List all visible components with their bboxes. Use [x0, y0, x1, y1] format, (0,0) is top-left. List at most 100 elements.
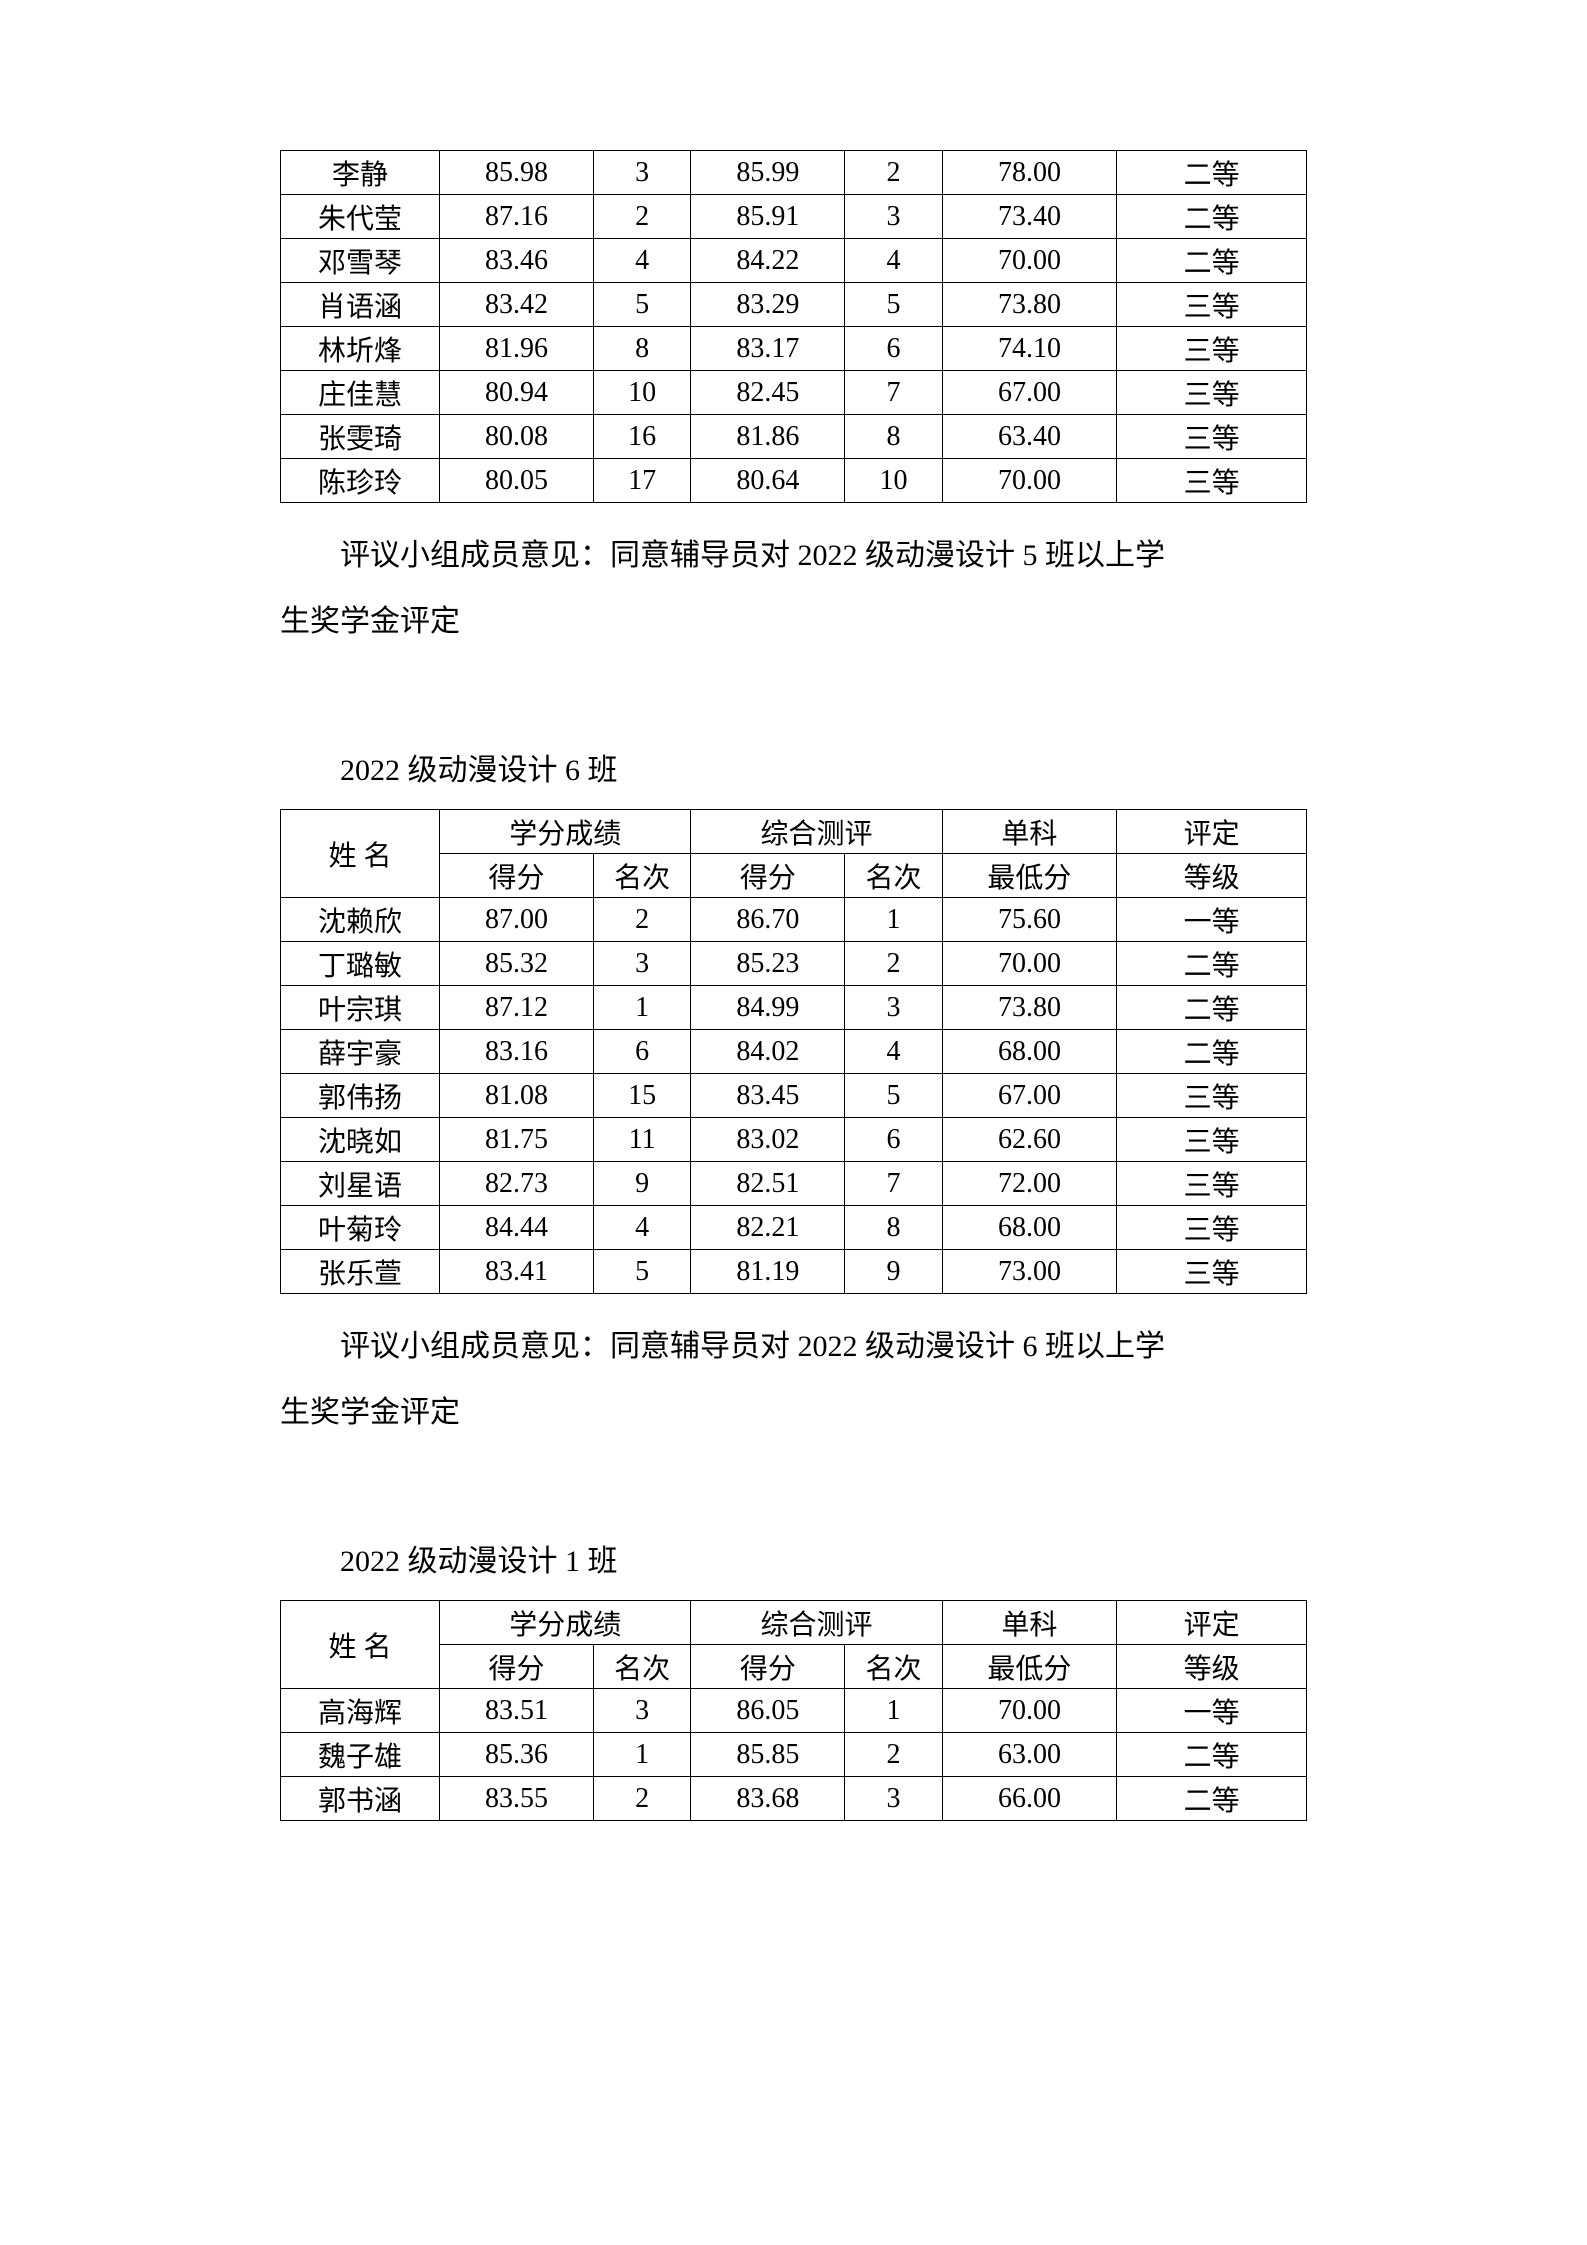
header-comp: 综合测评: [691, 810, 942, 854]
table-cell: 81.86: [691, 415, 845, 459]
table-row: 郭书涵83.55283.68366.00二等: [281, 1777, 1307, 1821]
table-cell: 10: [845, 459, 942, 503]
table-cell: 丁璐敏: [281, 942, 440, 986]
table-cell: 85.36: [440, 1733, 594, 1777]
header-name: 姓 名: [281, 810, 440, 898]
table-cell: 73.80: [942, 283, 1116, 327]
table-cell: 刘星语: [281, 1162, 440, 1206]
table-cell: 86.70: [691, 898, 845, 942]
table-cell: 70.00: [942, 459, 1116, 503]
table-cell: 魏子雄: [281, 1733, 440, 1777]
table-cell: 80.05: [440, 459, 594, 503]
table-cell: 6: [593, 1030, 690, 1074]
table-cell: 2: [593, 195, 690, 239]
table-row: 张雯琦80.081681.86863.40三等: [281, 415, 1307, 459]
table-cell: 三等: [1117, 283, 1307, 327]
table-cell: 2: [593, 1777, 690, 1821]
table-cell: 二等: [1117, 986, 1307, 1030]
table-cell: 三等: [1117, 327, 1307, 371]
review-comment-class5-line1: 评议小组成员意见：同意辅导员对 2022 级动漫设计 5 班以上学: [280, 523, 1307, 589]
table-cell: 83.45: [691, 1074, 845, 1118]
review-comment-class5-line2: 生奖学金评定: [280, 589, 1307, 655]
table-cell: 沈晓如: [281, 1118, 440, 1162]
table-cell: 68.00: [942, 1030, 1116, 1074]
table-row: 薛宇豪83.16684.02468.00二等: [281, 1030, 1307, 1074]
section-title-class1: 2022 级动漫设计 1 班: [280, 1536, 1307, 1580]
table-cell: 2: [845, 151, 942, 195]
table-cell: 84.02: [691, 1030, 845, 1074]
table-cell: 15: [593, 1074, 690, 1118]
table-cell: 5: [593, 1250, 690, 1294]
table-cell: 3: [845, 986, 942, 1030]
table-header-row: 姓 名 学分成绩 综合测评 单科 评定: [281, 810, 1307, 854]
table-cell: 二等: [1117, 1733, 1307, 1777]
table-cell: 9: [845, 1250, 942, 1294]
table-cell: 庄佳慧: [281, 371, 440, 415]
table-cell: 16: [593, 415, 690, 459]
table-cell: 三等: [1117, 415, 1307, 459]
table-header-row: 姓 名 学分成绩 综合测评 单科 评定: [281, 1601, 1307, 1645]
table-cell: 72.00: [942, 1162, 1116, 1206]
review-comment-class6-line1: 评议小组成员意见：同意辅导员对 2022 级动漫设计 6 班以上学: [280, 1314, 1307, 1380]
table-cell: 9: [593, 1162, 690, 1206]
table-cell: 1: [593, 1733, 690, 1777]
table-row: 郭伟扬81.081583.45567.00三等: [281, 1074, 1307, 1118]
table-row: 邓雪琴83.46484.22470.00二等: [281, 239, 1307, 283]
table-cell: 二等: [1117, 195, 1307, 239]
table-cell: 肖语涵: [281, 283, 440, 327]
table-cell: 李静: [281, 151, 440, 195]
table-cell: 7: [845, 371, 942, 415]
table-row: 刘星语82.73982.51772.00三等: [281, 1162, 1307, 1206]
table-row: 庄佳慧80.941082.45767.00三等: [281, 371, 1307, 415]
header-eval: 评定: [1117, 810, 1307, 854]
table-row: 丁璐敏85.32385.23270.00二等: [281, 942, 1307, 986]
table-cell: 4: [845, 1030, 942, 1074]
table-row: 沈赖欣87.00286.70175.60一等: [281, 898, 1307, 942]
header-credit: 学分成绩: [440, 1601, 691, 1645]
table-cell: 84.99: [691, 986, 845, 1030]
document-page: 李静85.98385.99278.00二等朱代莹87.16285.91373.4…: [0, 0, 1587, 1921]
table-cell: 3: [845, 1777, 942, 1821]
table-cell: 81.08: [440, 1074, 594, 1118]
table-row: 陈珍玲80.051780.641070.00三等: [281, 459, 1307, 503]
table-row: 李静85.98385.99278.00二等: [281, 151, 1307, 195]
table-row: 沈晓如81.751183.02662.60三等: [281, 1118, 1307, 1162]
table-cell: 78.00: [942, 151, 1116, 195]
table-cell: 二等: [1117, 239, 1307, 283]
table-cell: 17: [593, 459, 690, 503]
table-cell: 朱代莹: [281, 195, 440, 239]
header-min: 最低分: [942, 854, 1116, 898]
table-row: 高海辉83.51386.05170.00一等: [281, 1689, 1307, 1733]
table-cell: 83.42: [440, 283, 594, 327]
table-cell: 5: [845, 1074, 942, 1118]
header-credit: 学分成绩: [440, 810, 691, 854]
table-cell: 66.00: [942, 1777, 1116, 1821]
table-cell: 83.46: [440, 239, 594, 283]
table-cell: 叶宗琪: [281, 986, 440, 1030]
header-single: 单科: [942, 1601, 1116, 1645]
header-score: 得分: [440, 1645, 594, 1689]
table-cell: 一等: [1117, 1689, 1307, 1733]
table-cell: 薛宇豪: [281, 1030, 440, 1074]
scholarship-table-class5: 李静85.98385.99278.00二等朱代莹87.16285.91373.4…: [280, 150, 1307, 503]
table-cell: 83.02: [691, 1118, 845, 1162]
table-cell: 83.51: [440, 1689, 594, 1733]
table-cell: 郭书涵: [281, 1777, 440, 1821]
table-cell: 4: [593, 1206, 690, 1250]
review-comment-class6-line2: 生奖学金评定: [280, 1380, 1307, 1446]
table-cell: 三等: [1117, 1162, 1307, 1206]
table-row: 肖语涵83.42583.29573.80三等: [281, 283, 1307, 327]
table-cell: 83.29: [691, 283, 845, 327]
table-row: 魏子雄85.36185.85263.00二等: [281, 1733, 1307, 1777]
table-cell: 85.32: [440, 942, 594, 986]
table-cell: 2: [845, 1733, 942, 1777]
table-cell: 张雯琦: [281, 415, 440, 459]
table-cell: 沈赖欣: [281, 898, 440, 942]
table-cell: 8: [845, 415, 942, 459]
table-cell: 84.44: [440, 1206, 594, 1250]
table-cell: 3: [593, 942, 690, 986]
table-cell: 1: [845, 898, 942, 942]
table-cell: 85.91: [691, 195, 845, 239]
table-cell: 3: [845, 195, 942, 239]
table-cell: 4: [845, 239, 942, 283]
